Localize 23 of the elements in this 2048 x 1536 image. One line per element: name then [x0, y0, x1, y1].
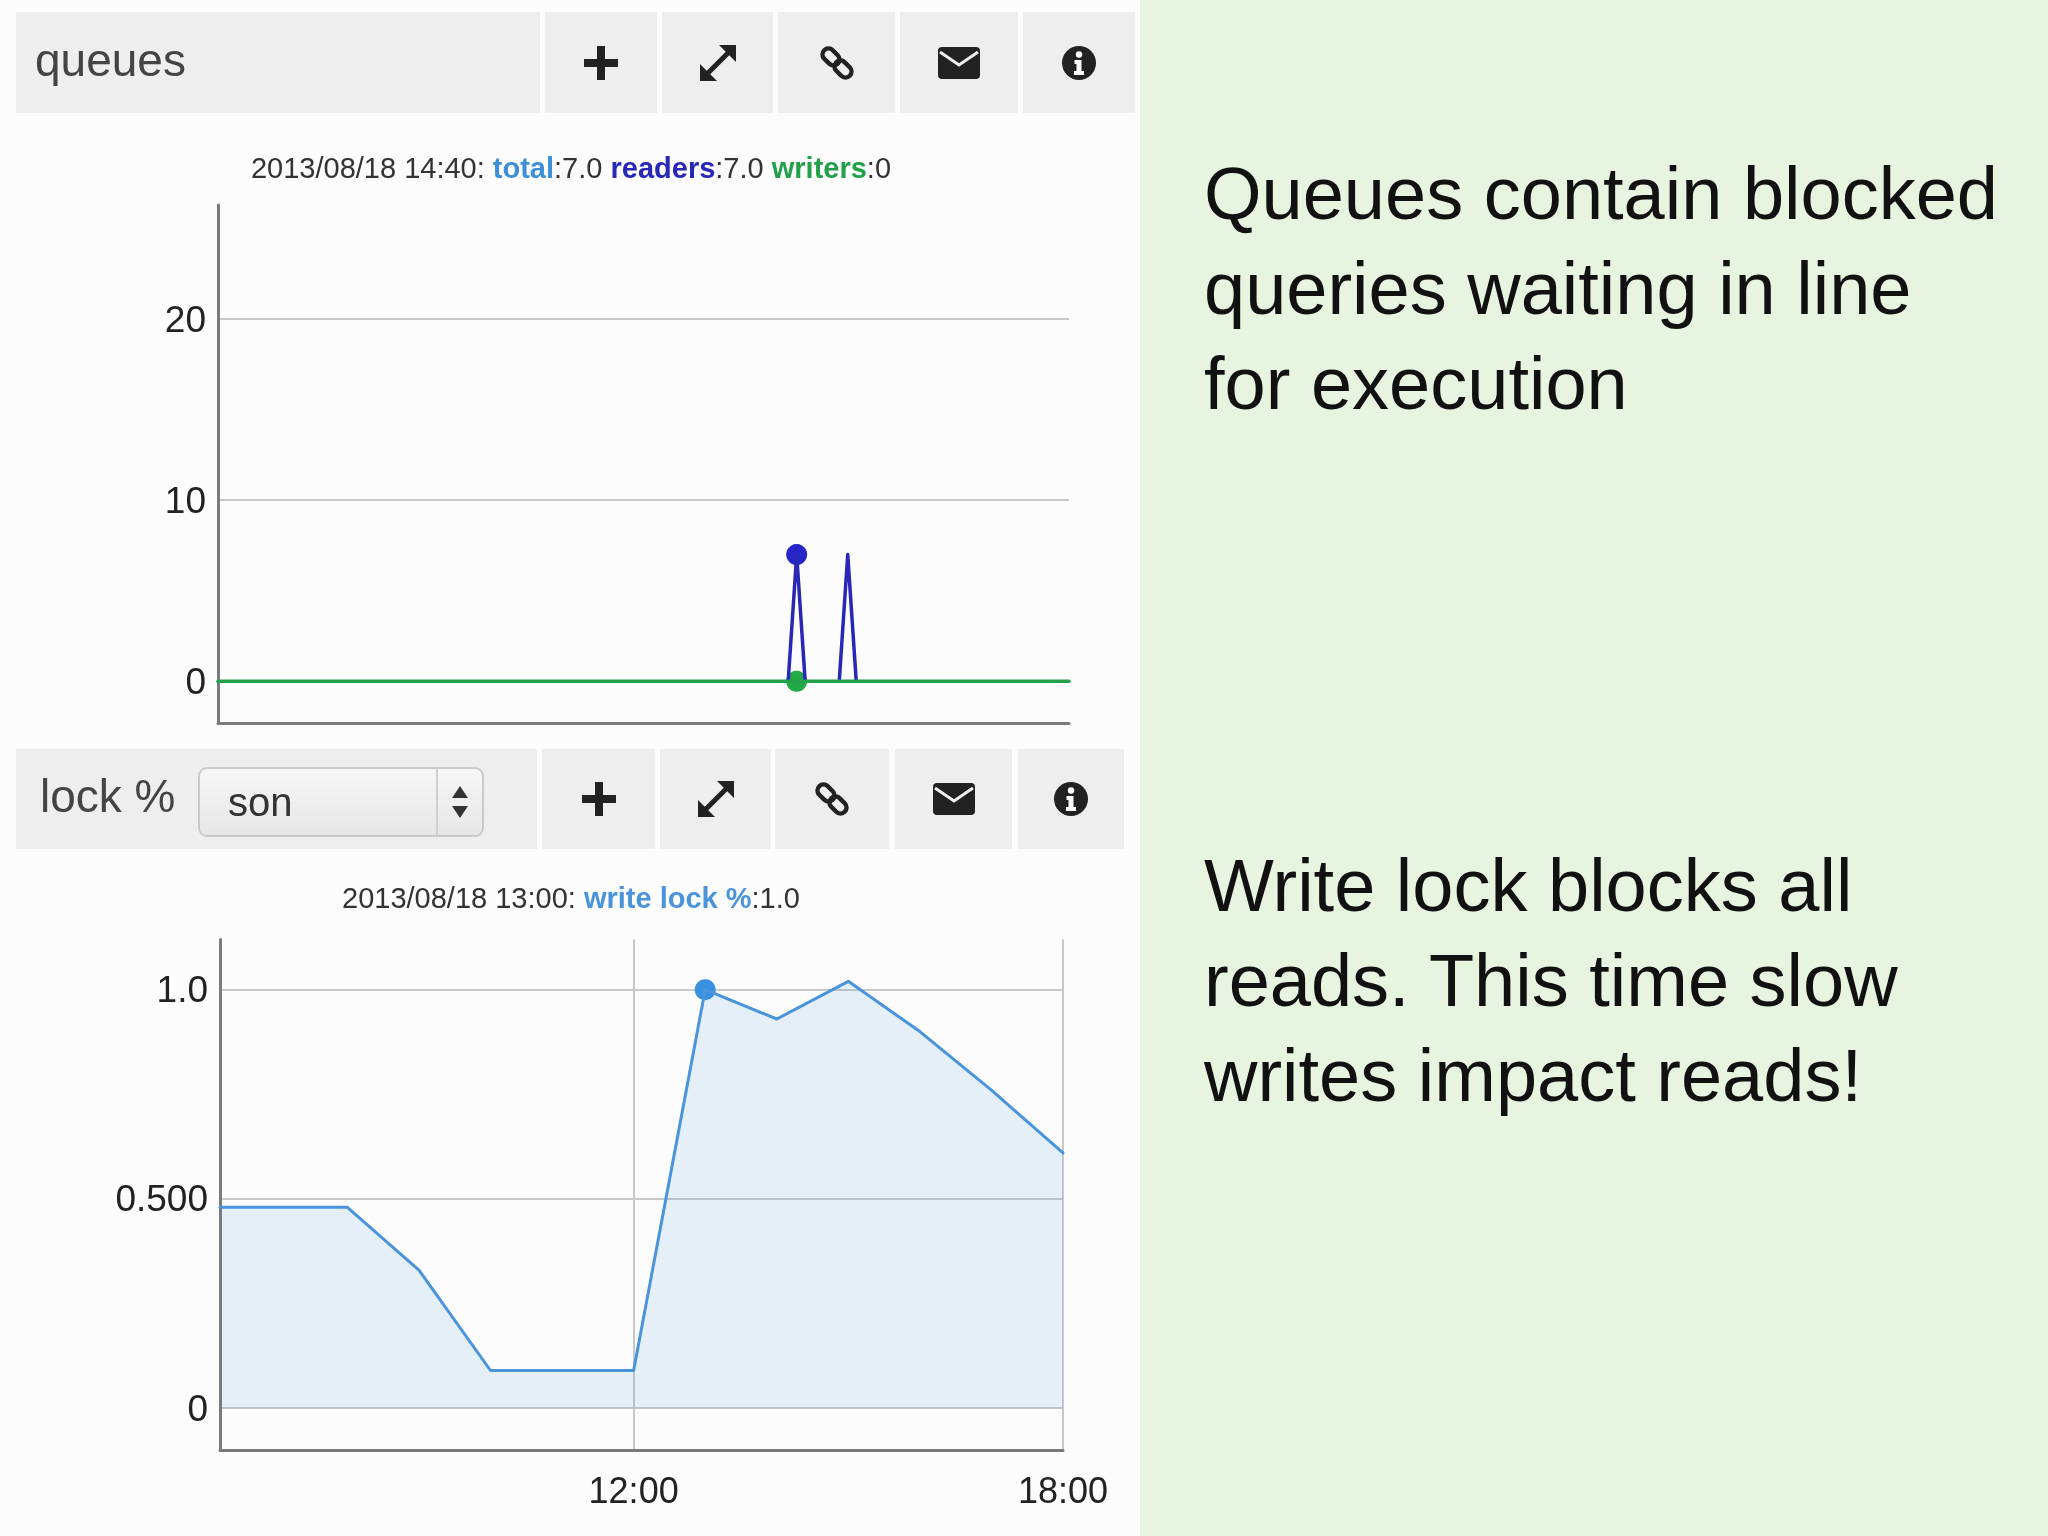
chart-subtitle: 2013/08/18 13:00:	[342, 882, 576, 914]
chart-title: lock %	[40, 770, 176, 822]
legend-label: total	[492, 152, 555, 184]
text: Queues contain blocked queries waiting in line for execution	[1204, 151, 1999, 427]
text: writers	[771, 152, 867, 184]
text: :1.0	[751, 882, 800, 914]
y-tick-label: 10	[164, 479, 206, 521]
text: :7.0	[554, 152, 603, 184]
text: write lock %	[583, 882, 752, 914]
chart-subtitle: 2013/08/18 14:40:	[250, 152, 485, 184]
text: Write lock blocks all reads. This time slow writes impact reads!	[1204, 843, 1899, 1119]
x-tick-label: 12:00	[588, 1469, 679, 1511]
y-tick-label: 0.500	[115, 1178, 208, 1220]
text: :0	[866, 152, 892, 184]
text: :7.0	[715, 152, 764, 184]
y-tick-label: 0	[187, 1387, 208, 1429]
x-tick-label: 18:00	[1017, 1469, 1109, 1511]
y-tick-label: 0	[185, 660, 206, 702]
select-field: son	[198, 767, 484, 837]
y-tick-label: 1.0	[156, 969, 208, 1011]
y-tick-label: 20	[164, 298, 206, 340]
chart-title: queues	[35, 33, 186, 86]
text: readers	[610, 152, 716, 184]
